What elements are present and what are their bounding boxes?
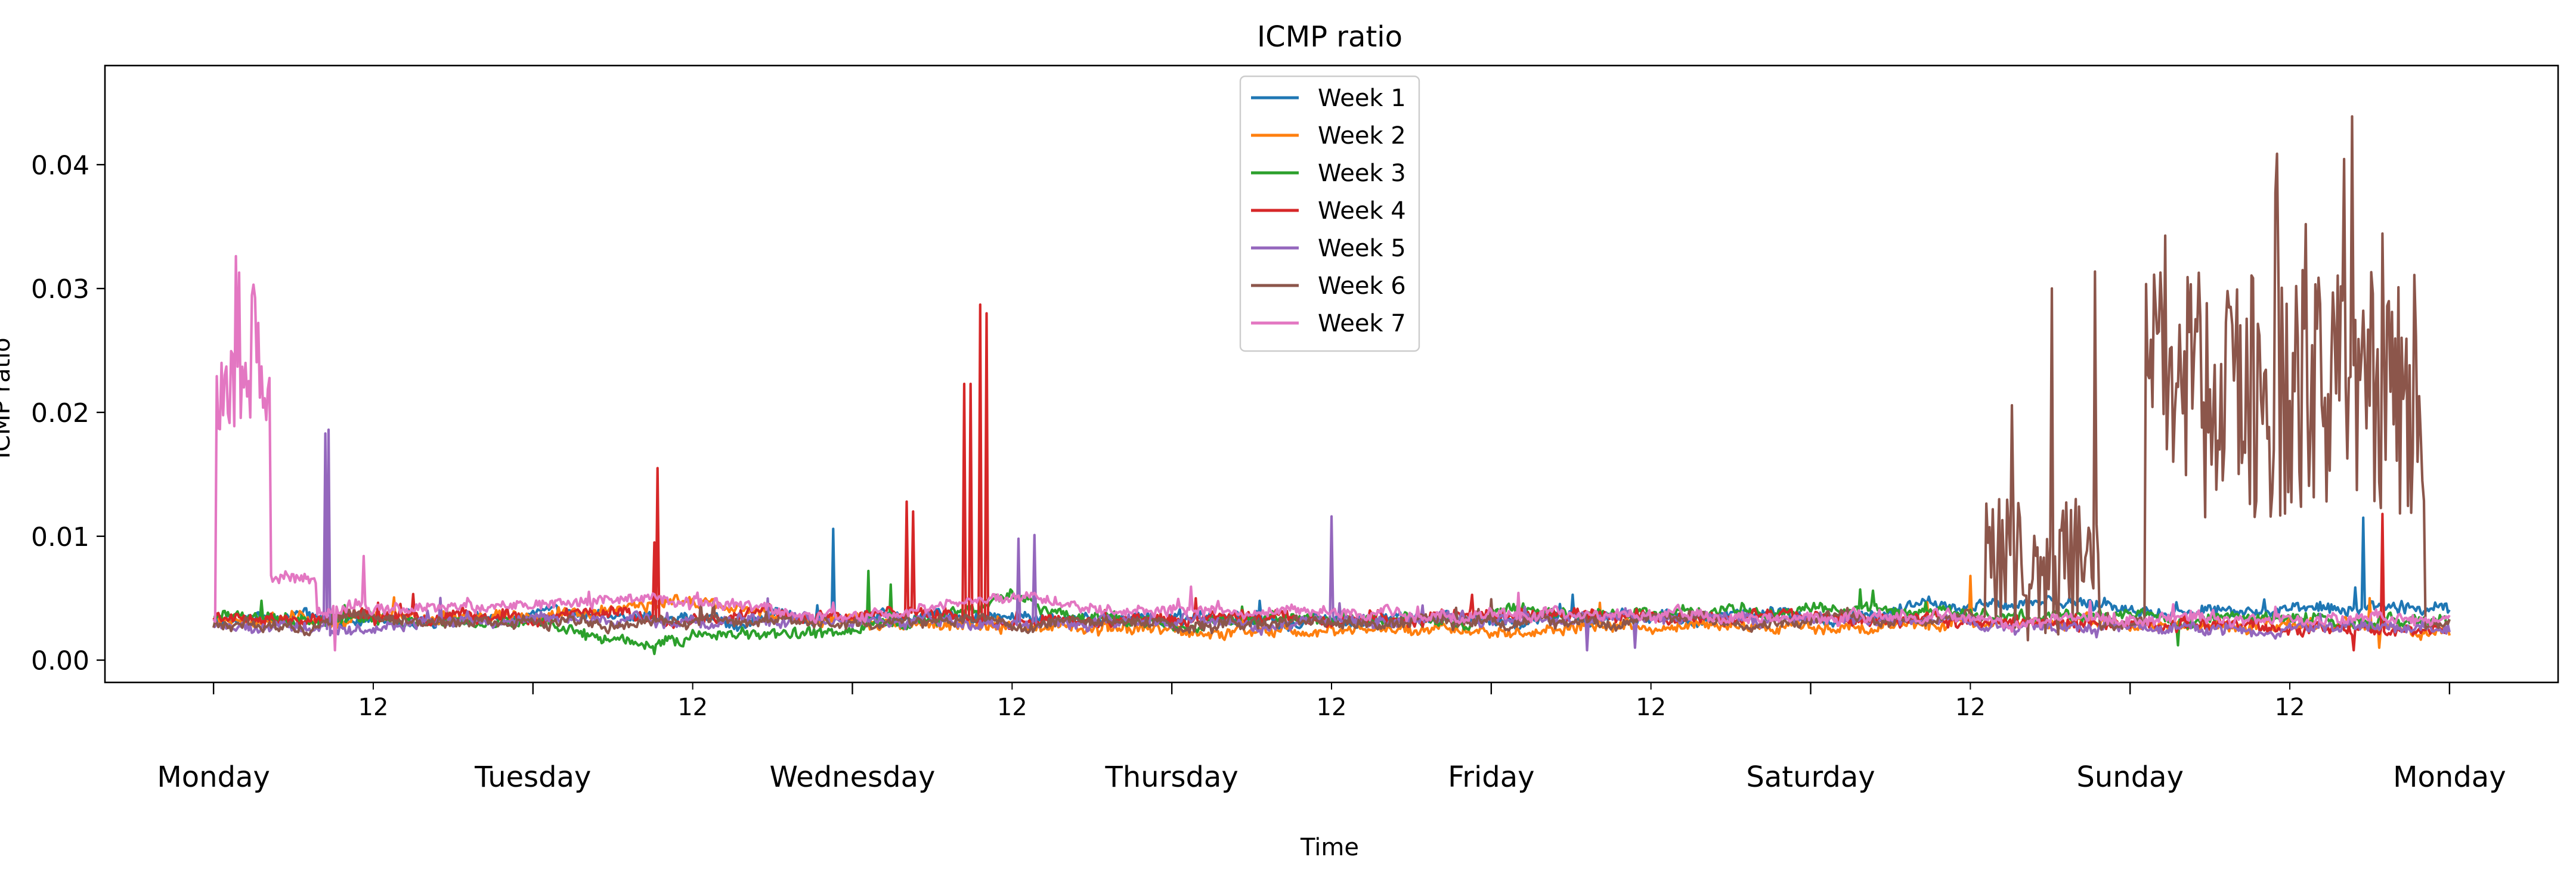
legend-entry: Week 2 — [1318, 122, 1406, 150]
y-tick-label: 0.01 — [31, 522, 89, 552]
legend-entry: Week 5 — [1318, 235, 1406, 262]
x-hour-label: 12 — [358, 694, 389, 721]
series-line-week-4 — [212, 303, 2450, 652]
y-tick-label: 0.03 — [31, 274, 89, 305]
x-day-label: Wednesday — [770, 760, 936, 794]
x-hour-label: 12 — [677, 694, 708, 721]
x-day-label: Monday — [2393, 760, 2506, 794]
series-line-week-3 — [213, 569, 2451, 656]
x-day-label: Saturday — [1746, 760, 1875, 794]
axes-layer: 0.00 0.01 0.02 0.03 0.04 Monday Tuesday Wednesd… — [31, 64, 2559, 794]
legend-box — [1239, 75, 1420, 352]
x-hour-label: 12 — [1636, 694, 1666, 721]
y-tick-label: 0.00 — [31, 646, 89, 676]
legend-entry: Week 4 — [1318, 197, 1406, 225]
x-day-label: Tuesday — [474, 760, 591, 794]
y-tick-label: 0.04 — [31, 150, 89, 181]
series-line-week-7 — [212, 254, 2451, 652]
x-hour-label: 12 — [1317, 694, 1347, 721]
legend-entry: Week 1 — [1318, 85, 1406, 112]
chart-title: ICMP ratio — [1257, 20, 1402, 54]
series-line-week-6 — [212, 115, 2451, 642]
x-axis-label: Time — [1300, 834, 1359, 861]
y-axis-label: ICMP ratio — [0, 337, 16, 458]
legend-entry: Week 7 — [1318, 310, 1406, 337]
x-day-label: Friday — [1448, 760, 1534, 794]
legend-entry: Week 3 — [1318, 160, 1406, 187]
x-day-label: Sunday — [2076, 760, 2184, 794]
x-day-label: Thursday — [1105, 760, 1239, 794]
legend: Week 1 Week 2 Week 3 Week 4 Week 5 Week 6 Week… — [1239, 75, 1420, 352]
x-hour-label: 12 — [1955, 694, 1986, 721]
legend-entry: Week 6 — [1318, 272, 1406, 300]
series-layer — [212, 115, 2451, 656]
x-hour-label: 12 — [997, 694, 1027, 721]
y-tick-label: 0.02 — [31, 398, 89, 429]
x-hour-label: 12 — [2275, 694, 2305, 721]
x-day-label: Monday — [157, 760, 270, 794]
